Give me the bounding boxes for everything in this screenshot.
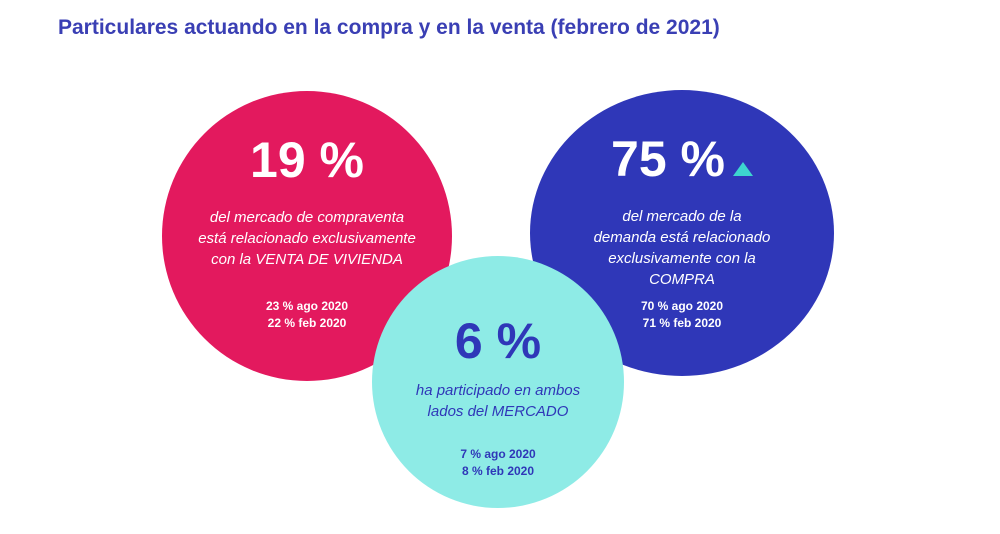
compra-desc-line: demanda está relacionado [593,229,771,246]
compra-history-feb: 71 % feb 2020 [642,316,722,330]
compra-desc-line: COMPRA [649,271,715,288]
compra-desc-line: del mercado de la [622,208,742,225]
venta-circle: 19 % del mercado de compraventa está rel… [162,91,452,381]
compra-history-ago: 70 % ago 2020 [640,299,724,313]
ambos-desc-line: lados del MERCADO [427,403,569,420]
compra-value: 75 % [611,131,725,187]
venta-history-ago: 23 % ago 2020 [265,299,349,313]
ambos-description: ha participado en ambos lados del MERCAD… [416,380,580,422]
venta-desc-line: está relacionado exclusivamente [198,230,416,247]
venta-desc-line: con la VENTA DE VIVIENDA [211,251,403,268]
compra-value-row: 75 % [611,130,753,188]
page-title: Particulares actuando en la compra y en … [58,16,720,39]
compra-desc-line: exclusivamente con la [608,250,756,267]
compra-history: 70 % ago 2020 71 % feb 2020 [641,298,723,332]
venta-history-feb: 22 % feb 2020 [267,316,347,330]
compra-description: del mercado de la demanda está relaciona… [594,206,771,290]
compra-circle: 75 % del mercado de la demanda está rela… [530,90,834,376]
venta-history: 23 % ago 2020 22 % feb 2020 [266,298,348,332]
ambos-history-ago: 7 % ago 2020 [460,447,536,461]
ambos-desc-line: ha participado en ambos [415,382,581,399]
venta-desc-line: del mercado de compraventa [209,209,405,226]
ambos-circle: 6 % ha participado en ambos lados del ME… [372,256,624,508]
venta-description: del mercado de compraventa está relacion… [198,207,416,270]
ambos-value: 6 % [454,313,542,369]
ambos-history-feb: 8 % feb 2020 [461,464,535,478]
triangle-up-icon [732,162,753,176]
ambos-history: 7 % ago 2020 8 % feb 2020 [460,446,535,480]
venta-value: 19 % [250,132,364,188]
